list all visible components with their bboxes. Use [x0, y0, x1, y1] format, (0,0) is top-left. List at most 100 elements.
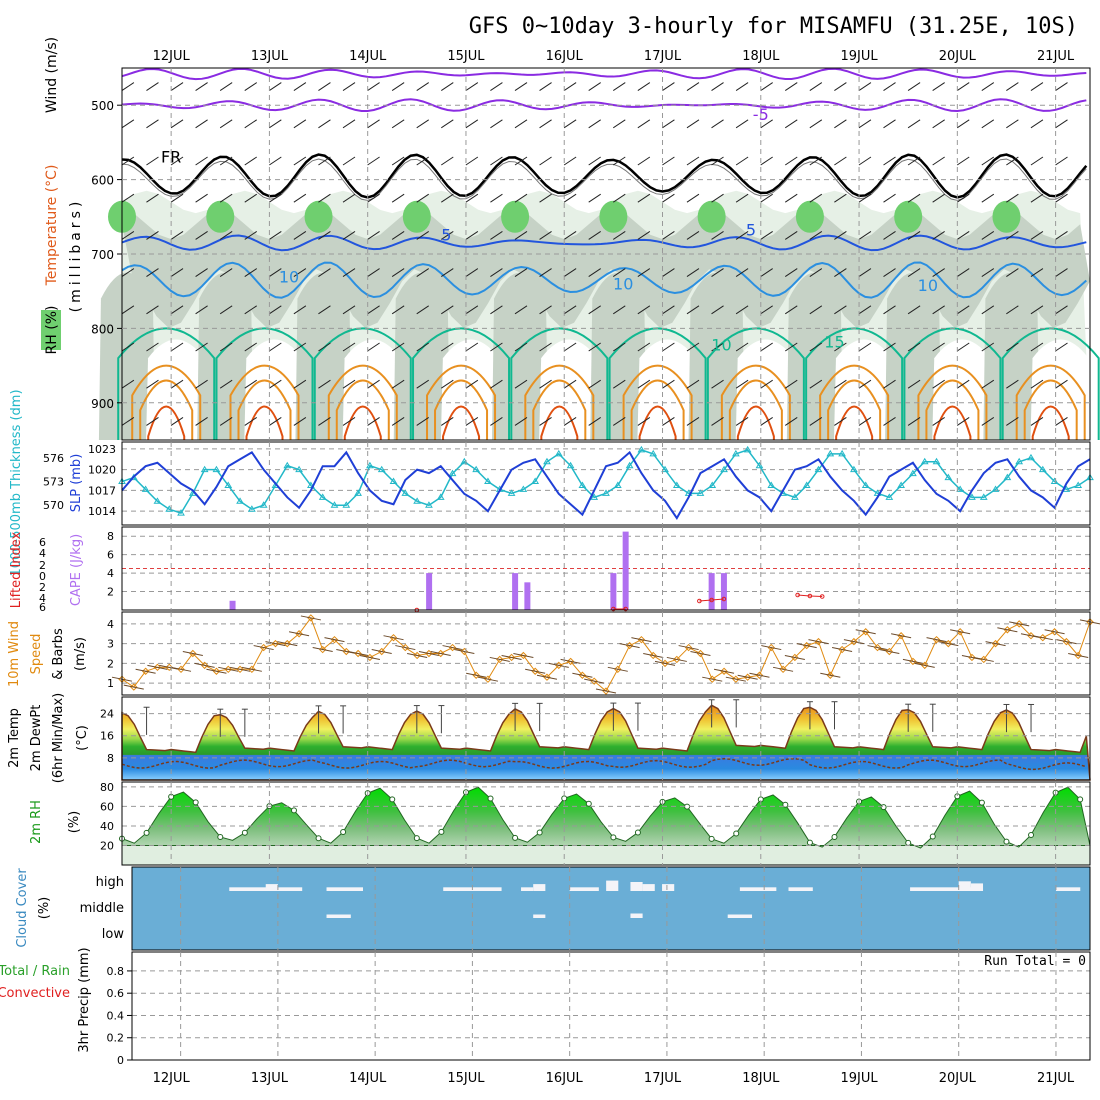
- wind-barb: [834, 156, 847, 166]
- wind-barb: [195, 268, 208, 278]
- legend-wind-d: (m/s): [73, 637, 88, 671]
- wind-barb: [391, 379, 405, 389]
- wind-barb: [1030, 193, 1044, 203]
- wind-barb: [441, 82, 454, 92]
- wind-barb: [219, 230, 233, 240]
- wind-barb: [809, 379, 823, 389]
- wind-barb: [834, 379, 847, 389]
- wind-barb: [735, 193, 749, 203]
- warm-isotherm: [1023, 379, 1078, 440]
- wind-barb-10m: [170, 666, 192, 672]
- wind-barb: [932, 268, 945, 278]
- wind-barb: [637, 305, 651, 315]
- dry-lobe: [932, 339, 993, 440]
- warm-isotherm: [412, 327, 511, 440]
- panel-cloud: high middle low Cloud Cover (%): [15, 866, 1091, 951]
- rh-unit-group: (%): [67, 811, 82, 834]
- thickness-point: [850, 465, 858, 473]
- warm-isotherm: [147, 405, 186, 440]
- wind-barb: [563, 379, 577, 389]
- wind-barb: [784, 230, 798, 240]
- wind-barb: [563, 305, 577, 315]
- wind-speed-point: [909, 657, 917, 666]
- wind-barb: [637, 193, 651, 203]
- thickness-point: [342, 501, 351, 508]
- wind-speed-point: [944, 639, 953, 648]
- wind-barb-10m: [902, 658, 924, 664]
- wind-barb: [170, 268, 184, 278]
- wind-barb: [342, 156, 356, 166]
- warm-isotherm: [524, 364, 595, 440]
- cape-tick-label: 8: [107, 530, 114, 543]
- thickness-point: [625, 461, 634, 469]
- wind-barb: [809, 416, 823, 426]
- wind-barb: [760, 193, 773, 203]
- wind-barb: [146, 230, 159, 240]
- wind-barb: [514, 193, 528, 203]
- wind-barb: [539, 342, 552, 352]
- wind-speed-point: [283, 639, 291, 648]
- wind-barb-10m: [997, 627, 1018, 633]
- date-label-top: 17JUL: [644, 49, 682, 64]
- cape-bar: [610, 573, 617, 610]
- wind-speed-point: [791, 653, 799, 662]
- wind-barb: [465, 342, 479, 352]
- wind-barb: [588, 82, 601, 92]
- wind-barb: [269, 268, 282, 278]
- wind-barb: [269, 416, 282, 426]
- wind-barb-10m: [1068, 652, 1089, 658]
- wind-speed-point: [295, 630, 303, 638]
- wind-barb: [514, 82, 528, 92]
- warm-isotherm: [532, 379, 587, 440]
- wind-barb: [588, 416, 601, 426]
- warm-isotherm: [139, 379, 194, 440]
- wind-barb: [563, 416, 577, 426]
- rh-point: [831, 833, 838, 840]
- rh-high-blob: [894, 200, 923, 233]
- cloud-high-bar: [229, 887, 278, 891]
- thickness-point: [790, 493, 799, 500]
- thickness-point: [366, 461, 374, 469]
- plot-bg: [122, 612, 1090, 695]
- thickness-point: [389, 477, 398, 485]
- wind-barb: [711, 416, 724, 426]
- wind-barb-10m: [666, 656, 687, 662]
- wind-barb: [416, 193, 429, 203]
- wind-speed-point: [130, 683, 138, 691]
- date-label-bottom: 15JUL: [447, 1071, 485, 1086]
- precip-tick-label: 0.6: [107, 987, 125, 1000]
- wind-speed-point: [472, 671, 480, 679]
- precip-tick-label: 0.8: [107, 965, 125, 978]
- wind-barb: [269, 119, 282, 129]
- rh-point: [684, 803, 691, 810]
- wind-barb: [686, 379, 700, 389]
- wind-barb: [907, 82, 921, 92]
- lifted-index-point: [623, 606, 628, 612]
- wind-barb-10m: [324, 637, 345, 643]
- wind-barb: [981, 342, 995, 352]
- wind-barb: [588, 193, 601, 203]
- rh-point: [806, 839, 813, 846]
- wind-barb-10m: [772, 666, 794, 672]
- thickness-point: [731, 449, 740, 457]
- wind-barb: [465, 379, 479, 389]
- wind-barb: [367, 305, 380, 315]
- wind-barb: [637, 230, 651, 240]
- rh-high-blob: [402, 200, 431, 233]
- thickness-point: [649, 449, 658, 457]
- rh-point: [929, 833, 936, 840]
- legend-precip-unit: 3hr Precip (mm): [77, 947, 92, 1052]
- wind-barb: [416, 156, 429, 166]
- wind-barb: [588, 156, 601, 166]
- wind-barb-10m: [1056, 639, 1077, 645]
- wind-barb: [244, 230, 258, 240]
- wind-barb: [834, 342, 847, 352]
- wind-barb: [416, 342, 429, 352]
- wind-barb-10m: [737, 674, 758, 680]
- date-label-bottom: 12JUL: [153, 1071, 191, 1086]
- cloud-high-bar: [788, 887, 813, 891]
- warm-isotherm: [131, 364, 202, 440]
- temp-label-group: (6hr Min/Max): [51, 693, 66, 783]
- wind-speed-point: [649, 651, 657, 660]
- cape-bar: [622, 531, 629, 610]
